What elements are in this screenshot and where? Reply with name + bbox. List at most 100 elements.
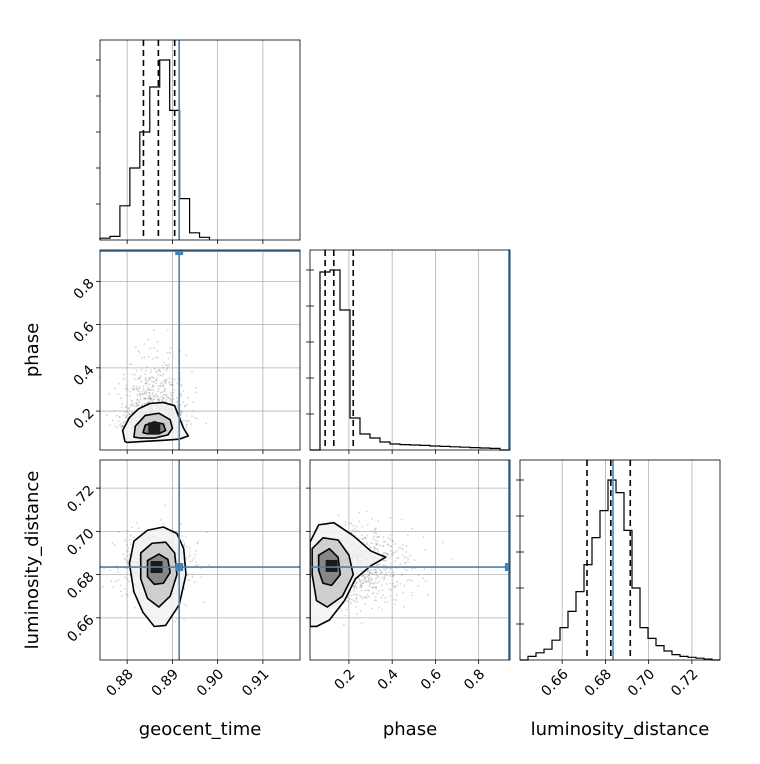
sample-point xyxy=(406,534,409,537)
sample-point xyxy=(121,424,124,427)
panel-frame xyxy=(309,459,511,661)
sample-point xyxy=(136,387,138,390)
sample-point xyxy=(411,527,413,530)
sample-point xyxy=(179,414,182,417)
sample-point xyxy=(129,390,131,393)
sample-point xyxy=(168,397,170,400)
sample-point xyxy=(180,384,182,387)
sample-point xyxy=(376,548,379,551)
sample-point xyxy=(166,363,169,366)
sample-point xyxy=(161,400,164,402)
panel-frame xyxy=(99,249,301,451)
sample-point xyxy=(149,395,151,397)
x-tick-label: 0.90 xyxy=(194,666,227,699)
sample-point xyxy=(145,379,147,382)
sample-point xyxy=(127,412,130,415)
sample-point xyxy=(139,398,142,401)
sample-point xyxy=(359,580,361,583)
sample-point xyxy=(122,414,125,417)
sample-point xyxy=(144,393,147,395)
sample-point xyxy=(128,554,131,557)
sample-point xyxy=(191,370,193,373)
sample-point xyxy=(396,580,399,583)
sample-point xyxy=(126,577,129,580)
sample-point xyxy=(176,401,179,404)
sample-point xyxy=(359,610,362,612)
sample-point xyxy=(379,568,381,571)
sample-point xyxy=(191,576,194,578)
sample-point xyxy=(182,390,185,392)
sample-point xyxy=(388,556,391,559)
sample-point xyxy=(382,540,385,543)
sample-point xyxy=(384,540,387,543)
sample-point xyxy=(176,397,179,399)
sample-point xyxy=(148,395,151,397)
sample-point xyxy=(365,541,368,544)
sample-point xyxy=(369,570,372,572)
sample-point xyxy=(373,547,376,550)
sample-point xyxy=(370,578,373,581)
sample-point xyxy=(353,586,356,589)
sample-point xyxy=(372,591,375,594)
sample-point xyxy=(122,373,125,376)
sample-point xyxy=(140,380,142,383)
sample-point xyxy=(392,585,395,588)
sample-point xyxy=(347,600,350,603)
sample-point xyxy=(160,382,162,385)
sample-point xyxy=(140,368,143,371)
sample-point xyxy=(128,413,131,415)
sample-point xyxy=(138,401,141,404)
sample-point xyxy=(383,573,386,576)
sample-point xyxy=(367,574,370,577)
sample-point xyxy=(185,545,188,548)
sample-point xyxy=(142,397,145,399)
sample-point xyxy=(125,567,128,570)
sample-point xyxy=(157,357,159,359)
sample-point xyxy=(173,389,176,391)
sample-point xyxy=(165,395,168,397)
sample-point xyxy=(155,393,157,395)
joint-phase-luminosity_distance xyxy=(310,460,510,660)
sample-point xyxy=(365,510,368,513)
sample-point xyxy=(171,400,173,403)
sample-point xyxy=(163,397,165,400)
sample-point xyxy=(194,553,196,556)
sample-point xyxy=(389,567,392,570)
sample-point xyxy=(146,382,148,385)
sample-point xyxy=(139,392,141,395)
sample-point xyxy=(119,424,121,426)
sample-point xyxy=(123,377,126,380)
sample-point xyxy=(380,596,383,599)
sample-point xyxy=(125,560,128,563)
sample-point xyxy=(400,547,403,550)
sample-point xyxy=(381,571,383,574)
x-tick-label: 0.89 xyxy=(149,666,182,699)
sample-point xyxy=(383,600,386,603)
sample-point xyxy=(354,582,356,585)
sample-point xyxy=(135,369,138,372)
sample-point xyxy=(157,390,160,393)
sample-point xyxy=(156,396,159,398)
sample-point xyxy=(384,564,387,567)
sample-point xyxy=(363,596,366,599)
sample-point xyxy=(375,571,378,574)
sample-point xyxy=(389,574,391,577)
y-tick-label: 0.2 xyxy=(71,405,98,432)
sample-point xyxy=(152,357,155,360)
sample-point xyxy=(375,586,378,589)
sample-point xyxy=(153,398,156,401)
sample-point xyxy=(153,329,155,332)
sample-point xyxy=(185,423,188,426)
sample-point xyxy=(131,590,134,592)
sample-point xyxy=(171,394,174,397)
sample-point xyxy=(368,571,371,574)
sample-point xyxy=(193,557,196,560)
sample-point xyxy=(202,601,205,604)
sample-point xyxy=(392,553,395,556)
sample-point xyxy=(411,594,413,597)
sample-point xyxy=(371,593,374,596)
sample-point xyxy=(166,378,169,381)
x-tick-label: 0.8 xyxy=(461,666,488,693)
sample-point xyxy=(424,549,426,551)
panel-frame xyxy=(519,459,721,661)
